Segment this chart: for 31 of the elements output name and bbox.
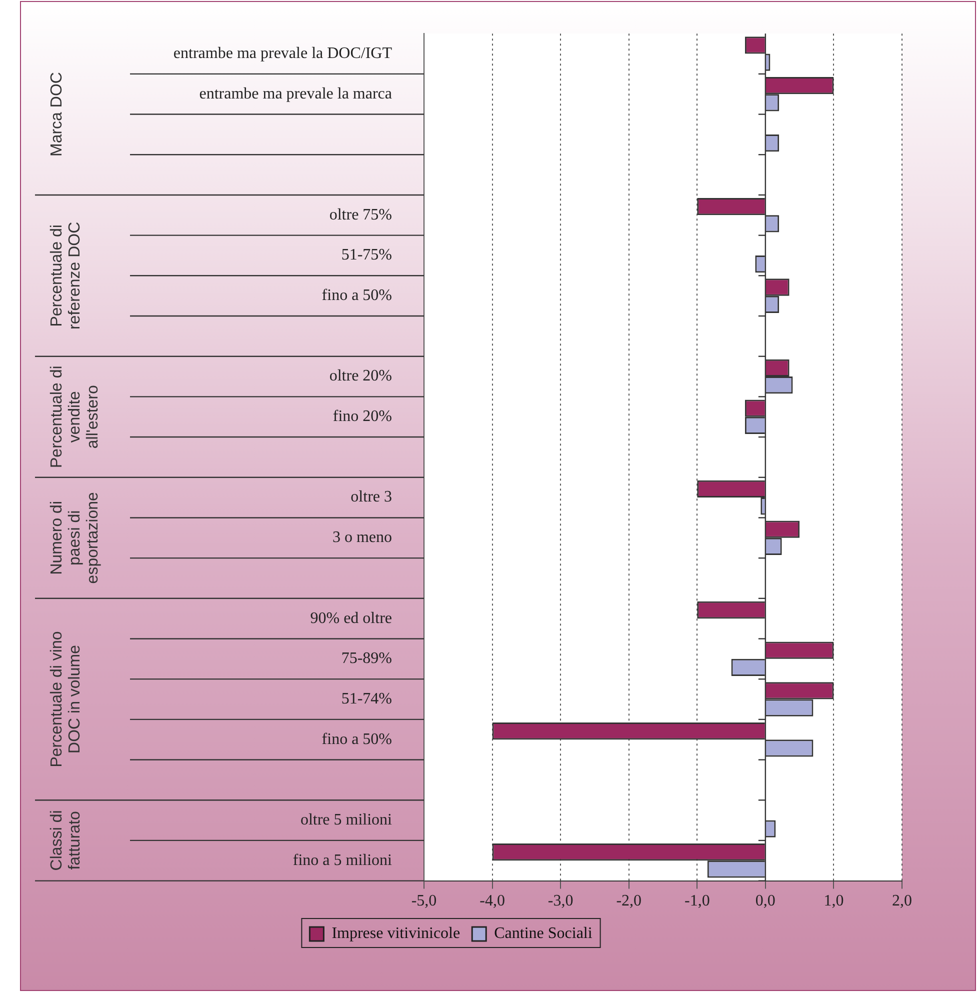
x-tick-label: 1,0	[824, 892, 844, 910]
legend-label: Imprese vitivinicole	[332, 925, 460, 942]
x-tick-label: 0,0	[755, 892, 776, 910]
y-tick-label: oltre 20%	[329, 368, 392, 385]
x-tick-label: -1,0	[684, 892, 710, 910]
text: Percentuale di vendite all'estero	[48, 366, 102, 468]
legend-label: Cantine Sociali	[494, 925, 593, 942]
x-tick-label: 2,0	[892, 892, 912, 910]
y-tick-label: fino a 50%	[322, 730, 392, 748]
x-tick-label: -3,0	[548, 892, 574, 910]
text: Marca DOC	[48, 72, 66, 157]
y-tick-label: fino 20%	[332, 408, 392, 426]
y-tick-label: 3 o meno	[332, 529, 392, 546]
y-tick-label: fino a 50%	[322, 287, 392, 304]
text: Percentuale di vino DOC in volume	[48, 631, 84, 768]
y-tick-label: 51-75%	[341, 246, 392, 264]
y-tick-label: entrambe ma prevale la marca	[199, 85, 392, 102]
x-tick-label: -4,0	[480, 892, 505, 910]
y-tick-label: 75-89%	[341, 650, 392, 668]
x-tick-label: -5,0	[411, 892, 437, 910]
y-tick-label: 51-74%	[341, 690, 392, 708]
y-tick-label: fino a 5 milioni	[292, 852, 393, 869]
y-tick-label: 90% ed oltre	[310, 610, 392, 627]
x-tick-label: -2,0	[616, 892, 642, 910]
y-tick-label: oltre 5 milioni	[300, 811, 393, 828]
y-tick-label: oltre 3	[350, 488, 392, 506]
text: Classi di fatturato	[48, 810, 84, 871]
text: Percentuale di referenze DOC	[48, 222, 84, 330]
text: Numero di paesi di esportazione	[48, 492, 102, 584]
y-tick-label: oltre 75%	[329, 206, 392, 224]
y-tick-label: entrambe ma prevale la DOC/IGT	[173, 44, 392, 62]
